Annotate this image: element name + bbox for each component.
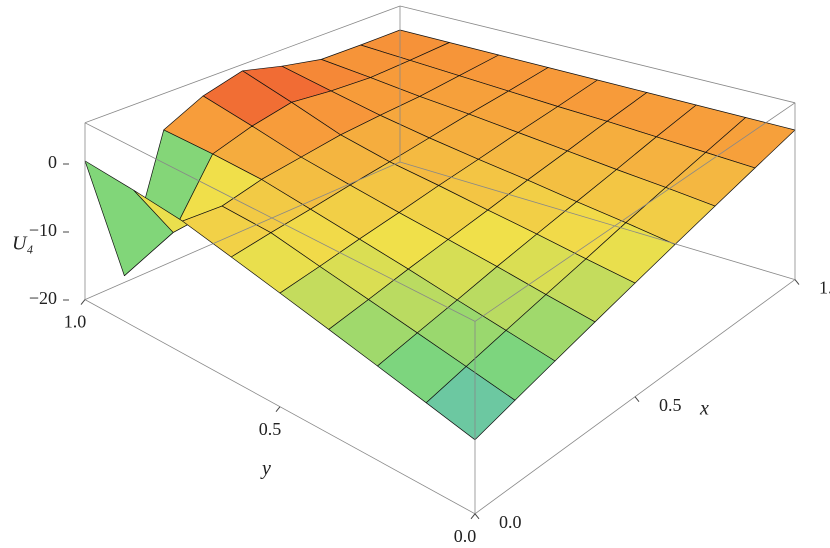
z-axis-title: U₄ [12, 233, 33, 255]
x-tick-label: 1.0 [819, 278, 830, 298]
axes: x y U₄ 0.0 0.5 1.0 0.0 0.5 1.0 −20 −10 0 [12, 152, 830, 546]
z-tick-label: −20 [29, 288, 57, 308]
x-tick [634, 396, 640, 403]
box-edge [399, 5, 796, 104]
box-edge [474, 102, 796, 322]
x-axis-title: x [699, 398, 709, 420]
y-tick-label: 1.0 [64, 312, 87, 332]
y-axis-title: y [260, 458, 271, 480]
y-tick-label: 0.5 [259, 419, 282, 439]
surface [84, 29, 796, 441]
x-tick-label: 0.0 [499, 512, 522, 532]
box-edge [399, 161, 796, 280]
box-edge [84, 122, 476, 322]
z-tick-label: −10 [29, 220, 57, 240]
y-tick [80, 299, 86, 305]
x-tick-label: 0.5 [659, 395, 682, 415]
z-tick-label: 0 [48, 152, 57, 172]
box-edge [84, 161, 401, 300]
surface-patch [425, 366, 516, 441]
y-tick [275, 406, 281, 413]
x-tick [794, 279, 800, 285]
box-edge [84, 5, 401, 124]
y-tick-label: 0.0 [454, 526, 477, 546]
bounding-box [84, 5, 796, 515]
y-tick [470, 513, 476, 520]
x-tick [474, 513, 480, 520]
